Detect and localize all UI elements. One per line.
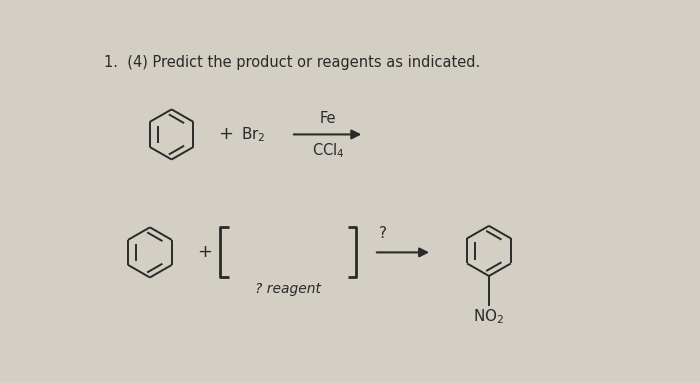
Text: +: + xyxy=(218,126,233,143)
Text: +: + xyxy=(197,244,211,261)
Text: Br$_2$: Br$_2$ xyxy=(241,125,265,144)
Text: NO$_2$: NO$_2$ xyxy=(473,307,505,326)
Text: CCl$_4$: CCl$_4$ xyxy=(312,141,344,160)
Text: ? reagent: ? reagent xyxy=(256,282,321,296)
Text: Fe: Fe xyxy=(320,111,336,126)
Text: ?: ? xyxy=(379,226,387,241)
Text: 1.  (4) Predict the product or reagents as indicated.: 1. (4) Predict the product or reagents a… xyxy=(104,55,480,70)
